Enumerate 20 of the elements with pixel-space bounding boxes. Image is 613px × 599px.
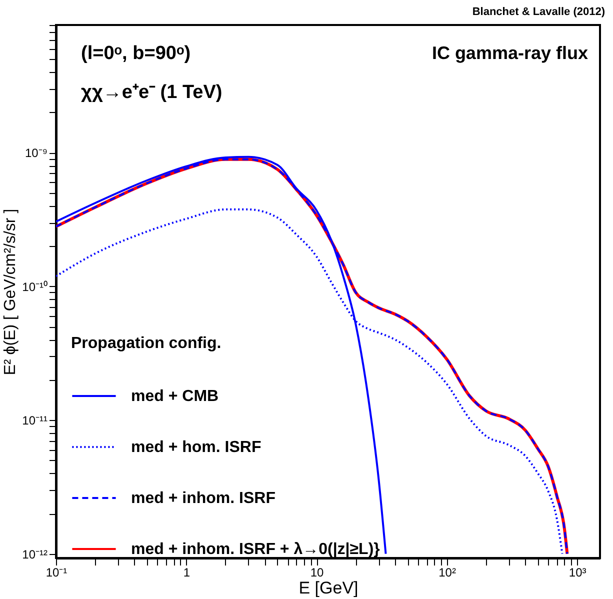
y-tick-label: 10⁻¹² [22,547,48,562]
y-tick-label: 10⁻¹⁰ [22,280,48,294]
y-tick-label: 10⁻¹¹ [22,414,48,428]
annotation: (l=0ᵒ, b=90ᵒ) [81,43,191,65]
annotation: χχ→e⁺e⁻ (1 TeV) [81,81,222,104]
legend-label: med + inhom. ISRF [131,490,276,507]
legend-title: Propagation config. [71,335,222,352]
legend-label: med + inhom. ISRF + λ→0(|z|≥L)} [131,541,380,558]
x-tick-label: 10⁻¹ [46,566,68,580]
text: IC gamma-ray flux [432,43,588,64]
legend-label: med + CMB [131,388,219,405]
x-tick-label: 10 [310,566,324,580]
y-tick-label: 10⁻⁹ [25,146,48,160]
legend-label: med + hom. ISRF [131,439,262,456]
x-tick-label: 10³ [568,566,586,580]
text: Blanchet & Lavalle (2012) [472,6,605,18]
x-axis-title: E [GeV] [298,578,358,598]
x-tick-label: 10² [438,566,456,580]
y-axis-title: E² ϕ(E) [ GeV/cm²/s/sr ] [2,208,20,376]
x-tick-label: 1 [183,566,190,580]
